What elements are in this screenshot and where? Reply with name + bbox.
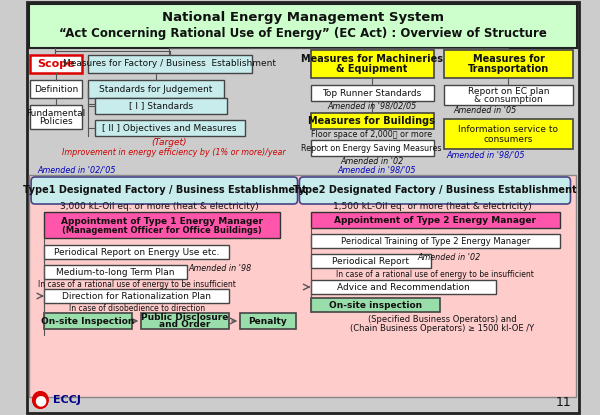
Text: Fundamental: Fundamental (26, 108, 86, 117)
Text: Type2 Designated Factory / Business Establishment: Type2 Designated Factory / Business Esta… (293, 185, 576, 195)
Bar (95, 120, 245, 136)
Text: Report on Energy Saving Measures: Report on Energy Saving Measures (301, 144, 442, 152)
Text: Amended in '98/'05: Amended in '98/'05 (446, 151, 524, 159)
Text: [ I ] Standards: [ I ] Standards (128, 102, 193, 110)
Text: Scope: Scope (37, 59, 75, 69)
Bar (311, 140, 434, 156)
Text: (Target): (Target) (151, 137, 187, 146)
Text: Amended in '98/'05: Amended in '98/'05 (338, 166, 416, 174)
FancyBboxPatch shape (31, 177, 298, 204)
Text: “Act Concerning Rational Use of Energy” (EC Act) : Overview of Structure: “Act Concerning Rational Use of Energy” … (59, 27, 547, 41)
Text: In case of disobedience to direction: In case of disobedience to direction (68, 303, 205, 312)
Bar (44, 245, 229, 259)
Text: (Specified Business Operators) and: (Specified Business Operators) and (368, 315, 516, 324)
Text: Periodical Report: Periodical Report (332, 256, 409, 266)
Text: & Equipment: & Equipment (336, 64, 407, 74)
Bar (311, 50, 434, 78)
Text: Appointment of Type 1 Energy Manager: Appointment of Type 1 Energy Manager (61, 217, 263, 225)
Bar (240, 313, 296, 329)
Text: Direction for Rationalization Plan: Direction for Rationalization Plan (62, 291, 211, 300)
Text: Measures for Machineries: Measures for Machineries (301, 54, 443, 64)
Text: In case of a rational use of energy to be insufficient: In case of a rational use of energy to b… (38, 279, 236, 288)
Bar (44, 313, 132, 329)
Text: Periodical Report on Energy Use etc.: Periodical Report on Energy Use etc. (54, 247, 219, 256)
Text: consumers: consumers (484, 134, 533, 144)
Text: 11: 11 (556, 395, 572, 408)
Text: Measures for Factory / Business  Establishment: Measures for Factory / Business Establis… (64, 59, 277, 68)
Text: ●: ● (34, 393, 46, 407)
Text: Floor space of 2,000㎡ or more: Floor space of 2,000㎡ or more (311, 129, 432, 139)
Bar (30, 105, 82, 129)
Bar (311, 113, 434, 129)
Text: 3,000 kL-Oil eq. or more (heat & electricity): 3,000 kL-Oil eq. or more (heat & electri… (61, 202, 259, 210)
Bar (44, 212, 280, 238)
Text: Measures for Buildings: Measures for Buildings (308, 116, 435, 126)
Text: Definition: Definition (34, 85, 78, 93)
Bar (95, 98, 227, 114)
Bar (311, 212, 560, 228)
Text: and Order: and Order (159, 320, 211, 329)
Text: National Energy Management System: National Energy Management System (162, 12, 444, 24)
Bar (88, 55, 252, 73)
Text: Public Disclosure: Public Disclosure (141, 312, 229, 322)
Text: Amended in '98/02/05: Amended in '98/02/05 (327, 102, 416, 110)
Text: (Chain Business Operators) ≥ 1500 kl-OE /Y: (Chain Business Operators) ≥ 1500 kl-OE … (350, 324, 534, 332)
Text: Amended in '05: Amended in '05 (454, 105, 517, 115)
Text: Appointment of Type 2 Energy Manager: Appointment of Type 2 Energy Manager (334, 215, 536, 225)
Bar (444, 50, 573, 78)
Bar (444, 85, 573, 105)
Text: Medium-to-long Term Plan: Medium-to-long Term Plan (56, 268, 175, 276)
Text: Amended in '02/'05: Amended in '02/'05 (37, 166, 116, 174)
Text: Standards for Judgement: Standards for Judgement (100, 85, 212, 93)
Text: Amended in '98: Amended in '98 (188, 264, 251, 273)
Text: Type1 Designated Factory / Business Establishment: Type1 Designated Factory / Business Esta… (23, 185, 306, 195)
Bar (311, 254, 431, 268)
Text: Penalty: Penalty (248, 317, 287, 325)
Text: [ II ] Objectives and Measures: [ II ] Objectives and Measures (102, 124, 236, 132)
Text: Report on EC plan: Report on EC plan (468, 86, 549, 95)
FancyBboxPatch shape (299, 177, 571, 204)
Text: Improvement in energy efficiency by (1% or more)/year: Improvement in energy efficiency by (1% … (62, 147, 286, 156)
Text: Transportation: Transportation (468, 64, 549, 74)
Text: Advice and Recommendation: Advice and Recommendation (337, 283, 469, 291)
Text: ECCJ: ECCJ (53, 395, 81, 405)
Text: 1,500 kL-Oil eq. or more (heat & electricity): 1,500 kL-Oil eq. or more (heat & electri… (333, 202, 532, 210)
Circle shape (33, 392, 48, 408)
Bar (311, 280, 496, 294)
Text: Top Runner Standards: Top Runner Standards (322, 88, 421, 98)
Bar (141, 313, 229, 329)
Bar (311, 298, 440, 312)
Text: On-site Inspection: On-site Inspection (41, 317, 134, 325)
Bar (311, 85, 434, 101)
Text: Measures for: Measures for (473, 54, 544, 64)
Text: Amended in '02: Amended in '02 (340, 156, 403, 166)
Text: Periodical Training of Type 2 Energy Manager: Periodical Training of Type 2 Energy Man… (341, 237, 530, 246)
Bar (29, 4, 577, 48)
Text: Information service to: Information service to (458, 124, 559, 134)
Text: Amended in '02: Amended in '02 (418, 252, 481, 261)
Bar (44, 289, 229, 303)
Bar (30, 80, 82, 98)
Bar (88, 80, 224, 98)
Text: (Management Officer for Office Buildings): (Management Officer for Office Buildings… (62, 225, 262, 234)
Text: On-site inspection: On-site inspection (329, 300, 422, 310)
Text: In case of a rational use of energy to be insufficient: In case of a rational use of energy to b… (337, 269, 535, 278)
Text: & consumption: & consumption (474, 95, 543, 103)
Bar (311, 234, 560, 248)
Bar (29, 175, 576, 397)
Bar (444, 119, 573, 149)
Bar (30, 55, 82, 73)
Text: Policies: Policies (39, 117, 73, 125)
Bar (44, 265, 187, 279)
